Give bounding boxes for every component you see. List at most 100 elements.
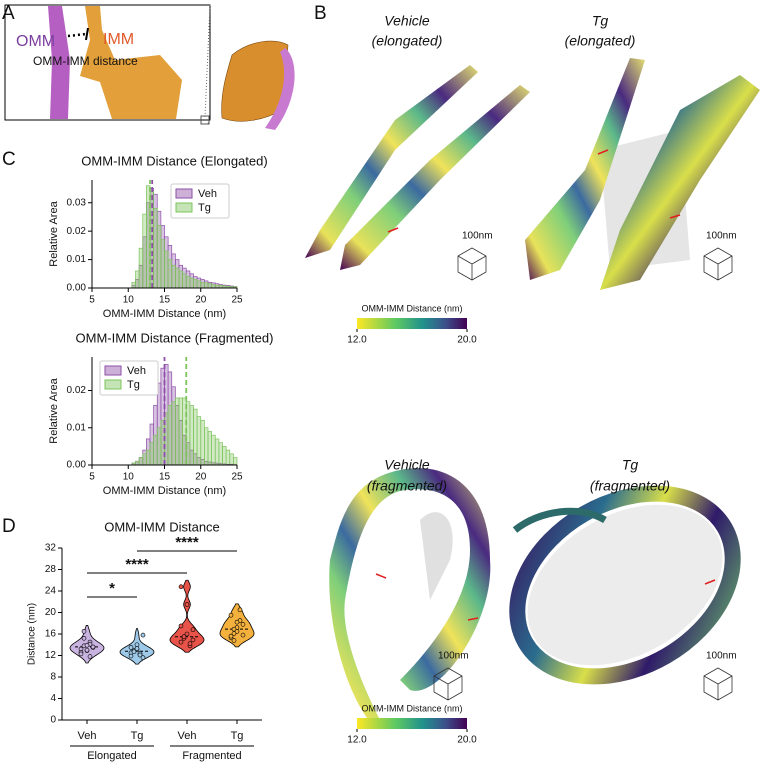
hist-bar bbox=[160, 419, 165, 466]
data-point bbox=[228, 633, 234, 639]
data-point bbox=[134, 642, 140, 648]
legend-label: Veh bbox=[127, 365, 146, 377]
scale-label: 100nm bbox=[706, 231, 737, 242]
y-tick-label: 32 bbox=[45, 543, 57, 554]
hist-bar bbox=[178, 397, 183, 466]
hist-bar bbox=[153, 208, 158, 289]
hist-bar bbox=[214, 438, 220, 466]
significance-label: **** bbox=[175, 534, 199, 551]
hist-bar bbox=[153, 434, 158, 466]
colorbar-tick-label: 20.0 bbox=[457, 335, 477, 346]
hist-bar bbox=[171, 401, 176, 466]
x-tick-label: 25 bbox=[231, 472, 243, 483]
data-point bbox=[187, 641, 193, 646]
hist-bar bbox=[131, 281, 136, 289]
hist-bar bbox=[149, 442, 154, 466]
y-tick-label: 24 bbox=[45, 586, 57, 597]
data-point bbox=[237, 607, 243, 613]
hist-bar bbox=[222, 446, 227, 466]
data-point bbox=[137, 652, 143, 658]
legend-label: Tg bbox=[127, 379, 140, 391]
y-tick-label: 0.02 bbox=[67, 226, 87, 237]
x-tick-label: 10 bbox=[123, 295, 135, 306]
hist-bar bbox=[193, 279, 198, 289]
hist-bar bbox=[204, 282, 209, 289]
legend-box bbox=[99, 360, 159, 396]
hist-bar bbox=[211, 284, 216, 289]
render-title: Tg bbox=[622, 457, 639, 473]
x-tick-label: Veh bbox=[78, 730, 97, 742]
x-tick-label: 20 bbox=[195, 472, 207, 483]
mito-render bbox=[600, 75, 760, 290]
mito-render bbox=[329, 468, 491, 722]
mito-render bbox=[340, 85, 530, 270]
hist-bar bbox=[142, 213, 147, 289]
x-tick-label: Veh bbox=[178, 730, 197, 742]
legend-swatch bbox=[175, 202, 193, 213]
hist-bar bbox=[175, 267, 180, 289]
data-point bbox=[240, 622, 246, 627]
orientation-cubes bbox=[433, 247, 733, 701]
hist-bar bbox=[167, 259, 173, 289]
scale-label: 100nm bbox=[706, 651, 737, 662]
hist-bar bbox=[193, 408, 198, 466]
hist-bar bbox=[211, 434, 216, 466]
data-point bbox=[184, 602, 190, 607]
colorbar bbox=[357, 718, 467, 729]
group-label: Fragmented bbox=[182, 750, 241, 762]
hist-bar bbox=[233, 457, 238, 466]
imm-shape bbox=[80, 6, 182, 119]
hist-bar bbox=[196, 280, 202, 289]
render-title: (fragmented) bbox=[590, 478, 670, 494]
legend-box bbox=[170, 183, 230, 219]
data-point bbox=[178, 639, 184, 645]
hist-bar bbox=[135, 270, 140, 289]
hist-bar bbox=[229, 453, 234, 466]
x-tick-label: 25 bbox=[231, 295, 243, 306]
hist-bar bbox=[160, 239, 165, 289]
data-point bbox=[181, 634, 187, 639]
distance-marker bbox=[67, 32, 87, 38]
mito-render bbox=[305, 65, 478, 258]
legend-label: Tg bbox=[198, 202, 211, 214]
data-point bbox=[184, 631, 190, 637]
distance-marker bbox=[85, 27, 89, 41]
omm-3d bbox=[265, 48, 295, 130]
significance-label: * bbox=[109, 580, 115, 597]
hist-bar bbox=[164, 250, 169, 289]
x-axis-label: OMM-IMM Distance (nm) bbox=[103, 308, 226, 320]
data-point bbox=[140, 632, 146, 638]
y-tick-label: 0.01 bbox=[67, 254, 87, 265]
render-title: (fragmented) bbox=[367, 478, 447, 494]
y-tick-label: 0.01 bbox=[67, 422, 87, 433]
y-tick-label: 28 bbox=[45, 564, 57, 575]
data-point bbox=[131, 649, 137, 655]
data-point bbox=[231, 631, 237, 636]
render-title: Vehicle bbox=[384, 13, 430, 29]
hist-bar bbox=[171, 264, 176, 289]
panel-b-graphics: B 100nm 100nm 100nm 100nm Vehicle (elong… bbox=[305, 3, 760, 722]
mito-render bbox=[512, 507, 607, 533]
data-point bbox=[128, 645, 134, 650]
colorbar-title: OMM-IMM Distance (nm) bbox=[362, 703, 463, 713]
x-tick-label: 15 bbox=[159, 295, 171, 306]
hist-bar bbox=[225, 449, 231, 466]
hist-bar bbox=[200, 419, 205, 466]
colorbar-title: OMM-IMM Distance (nm) bbox=[362, 303, 463, 313]
hist-bar bbox=[196, 416, 202, 466]
render-title: Tg bbox=[592, 13, 609, 29]
hist-bar bbox=[142, 453, 147, 466]
colorbar-tick-label: 12.0 bbox=[347, 735, 367, 746]
label: IMM bbox=[103, 31, 134, 48]
hist-bar bbox=[207, 283, 212, 289]
chart-title: OMM-IMM Distance (Fragmented) bbox=[76, 330, 274, 345]
scale-label: 100nm bbox=[462, 231, 493, 242]
hist-bar bbox=[138, 247, 144, 289]
render-title: (elongated) bbox=[372, 33, 443, 49]
x-tick-label: 10 bbox=[123, 472, 135, 483]
y-tick-label: 16 bbox=[45, 629, 57, 640]
data-point bbox=[240, 632, 246, 638]
y-tick-label: 12 bbox=[45, 650, 57, 661]
cristae bbox=[420, 512, 453, 600]
